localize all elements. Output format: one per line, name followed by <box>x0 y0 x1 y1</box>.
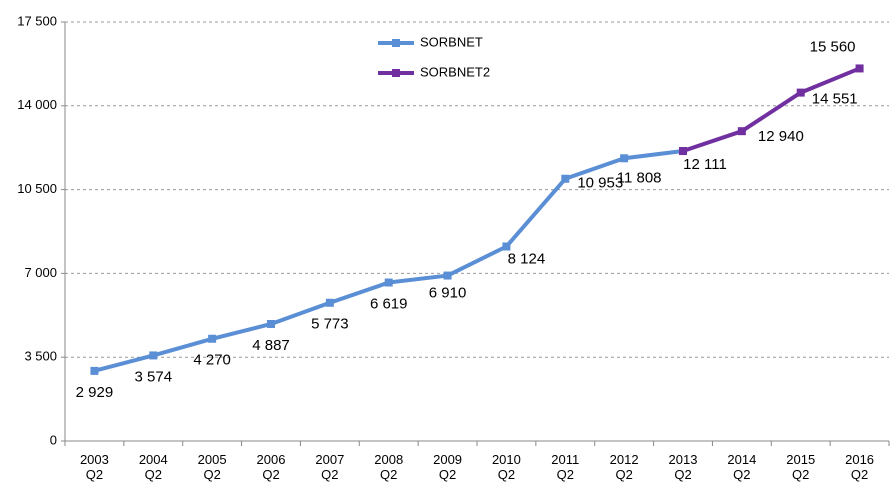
x-tick-label: 2004 Q2 <box>139 452 168 482</box>
x-tick-label: 2007 Q2 <box>315 452 344 482</box>
point <box>679 147 687 156</box>
y-tick-label: 7 000 <box>24 265 57 280</box>
legend-label: SORBNET2 <box>420 64 490 79</box>
point <box>561 174 570 183</box>
y-tick-label: 10 500 <box>17 181 57 196</box>
data-label: 11 808 <box>617 169 662 186</box>
x-tick-label: 2012 Q2 <box>610 452 639 482</box>
x-tick-label: 2009 Q2 <box>433 452 462 482</box>
x-tick-label: 2013 Q2 <box>669 452 698 482</box>
point <box>90 366 99 375</box>
x-tick-label: 2006 Q2 <box>257 452 286 482</box>
data-label: 6 910 <box>429 285 467 302</box>
point <box>267 319 275 328</box>
data-label: 4 270 <box>193 352 231 369</box>
legend-marker <box>392 39 400 47</box>
y-tick-label: 17 500 <box>17 13 57 28</box>
point <box>737 127 746 136</box>
data-label: 14 551 <box>812 91 858 108</box>
data-label: 4 887 <box>252 337 290 354</box>
legend-marker <box>392 69 400 77</box>
data-label: 2 929 <box>76 384 114 401</box>
x-tick-label: 2005 Q2 <box>198 452 227 482</box>
point <box>502 242 511 251</box>
y-tick-label: 3 500 <box>24 349 57 364</box>
point <box>149 351 158 360</box>
legend-label: SORBNET <box>420 34 483 49</box>
x-tick-label: 2014 Q2 <box>727 452 756 482</box>
point <box>796 88 805 97</box>
point <box>325 298 334 307</box>
data-label: 15 560 <box>810 38 856 55</box>
point <box>384 278 393 287</box>
x-tick-label: 2016 Q2 <box>845 452 874 482</box>
x-tick-label: 2011 Q2 <box>551 452 579 482</box>
x-tick-label: 2015 Q2 <box>786 452 815 482</box>
x-tick-label: 2008 Q2 <box>374 452 403 482</box>
point <box>208 334 217 343</box>
series-line <box>682 66 861 153</box>
data-label: 12 940 <box>758 128 804 145</box>
point <box>855 64 864 73</box>
data-label: 10 953 <box>577 175 623 192</box>
data-label: 12 111 <box>683 156 727 173</box>
data-label: 8 124 <box>508 250 546 267</box>
point <box>443 271 452 280</box>
x-tick-label: 2010 Q2 <box>492 452 521 482</box>
point <box>620 154 629 163</box>
data-label: 5 773 <box>311 316 349 333</box>
y-tick-label: 0 <box>50 432 57 447</box>
data-label: 3 574 <box>135 368 173 385</box>
y-tick-label: 14 000 <box>17 97 57 112</box>
data-label: 6 619 <box>370 295 408 312</box>
x-tick-label: 2003 Q2 <box>80 452 109 482</box>
